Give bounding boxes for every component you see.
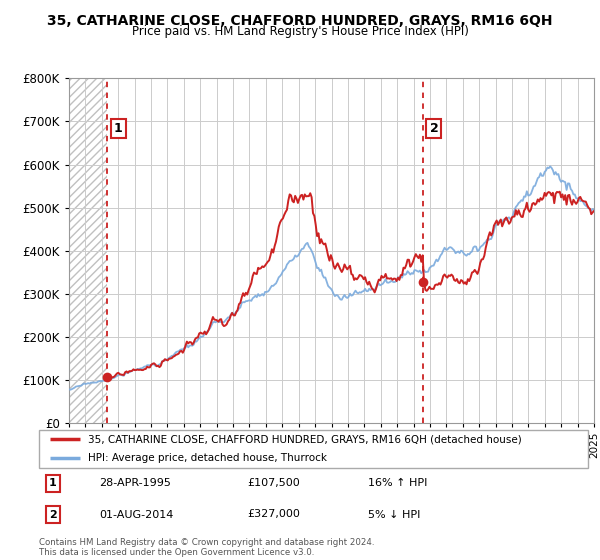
Text: 1: 1 xyxy=(49,478,56,488)
Text: 28-APR-1995: 28-APR-1995 xyxy=(100,478,171,488)
Bar xyxy=(69,78,107,423)
FancyBboxPatch shape xyxy=(39,430,588,468)
Text: 01-AUG-2014: 01-AUG-2014 xyxy=(100,510,174,520)
Text: HPI: Average price, detached house, Thurrock: HPI: Average price, detached house, Thur… xyxy=(88,453,328,463)
Text: Price paid vs. HM Land Registry's House Price Index (HPI): Price paid vs. HM Land Registry's House … xyxy=(131,25,469,38)
Text: 5% ↓ HPI: 5% ↓ HPI xyxy=(368,510,421,520)
Text: 35, CATHARINE CLOSE, CHAFFORD HUNDRED, GRAYS, RM16 6QH: 35, CATHARINE CLOSE, CHAFFORD HUNDRED, G… xyxy=(47,14,553,28)
Bar xyxy=(69,78,107,423)
Text: 35, CATHARINE CLOSE, CHAFFORD HUNDRED, GRAYS, RM16 6QH (detached house): 35, CATHARINE CLOSE, CHAFFORD HUNDRED, G… xyxy=(88,434,522,444)
Text: £327,000: £327,000 xyxy=(248,510,301,520)
Text: £107,500: £107,500 xyxy=(248,478,301,488)
Text: 2: 2 xyxy=(49,510,56,520)
Text: 2: 2 xyxy=(430,122,439,135)
Text: 1: 1 xyxy=(113,122,122,135)
Text: Contains HM Land Registry data © Crown copyright and database right 2024.
This d: Contains HM Land Registry data © Crown c… xyxy=(39,538,374,557)
Text: 16% ↑ HPI: 16% ↑ HPI xyxy=(368,478,428,488)
